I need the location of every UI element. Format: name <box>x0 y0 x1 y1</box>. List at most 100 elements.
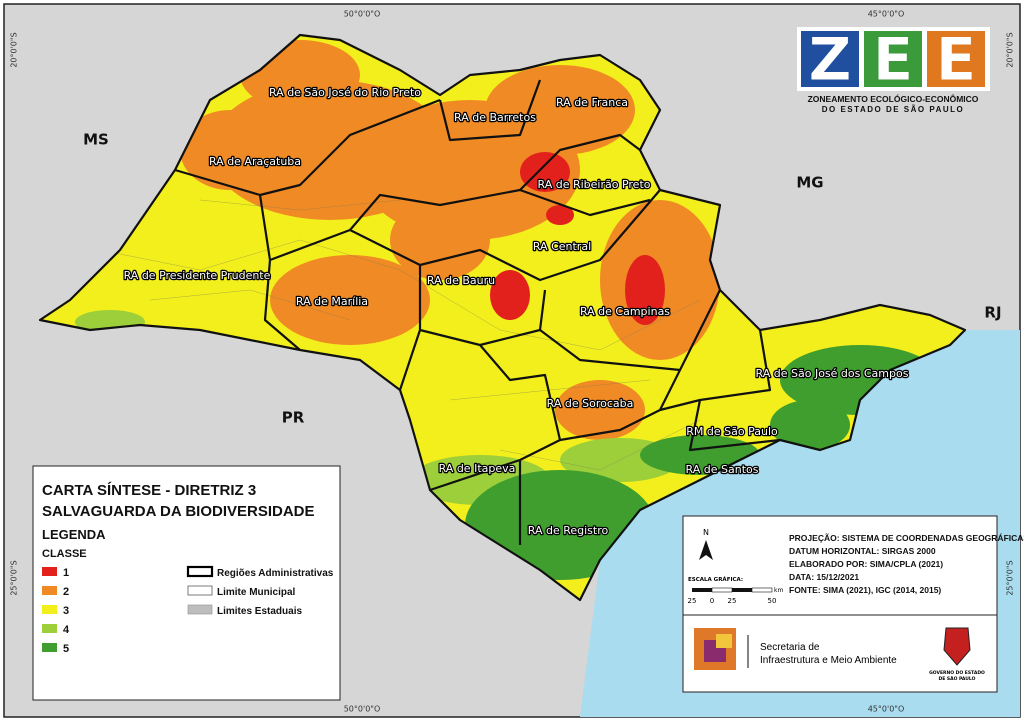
legend-class-label: 2 <box>63 586 69 598</box>
north-label: N <box>703 528 709 537</box>
neighbor-label: MG <box>796 174 823 192</box>
legend-swatch <box>42 586 57 595</box>
graticule-label: 25°0'0"S <box>1006 560 1015 595</box>
legend-heading: LEGENDA <box>42 527 106 542</box>
legend-line-label: Limites Estaduais <box>217 606 302 617</box>
region-label: RM de São Paulo <box>686 425 778 438</box>
scale-bar <box>692 588 712 592</box>
legend-class-label: 5 <box>63 643 69 655</box>
neighbor-label: RJ <box>984 304 1001 322</box>
region-label: RA de Campinas <box>580 305 670 318</box>
legend-line-label: Limite Municipal <box>217 587 296 598</box>
region-label: RA de Santos <box>686 463 759 476</box>
legend-class-label: 3 <box>63 605 69 617</box>
region-label: RA de São José dos Campos <box>756 367 909 380</box>
class-area <box>270 255 430 345</box>
info-line: PROJEÇÃO: SISTEMA DE COORDENADAS GEOGRÁF… <box>789 533 1024 543</box>
scale-tick-label: 0 <box>710 597 714 605</box>
government-text: GOVERNO DO ESTADO <box>929 670 985 676</box>
neighbor-labels: MS MG RJ PR <box>83 131 1001 427</box>
info-line: FONTE: SIMA (2021), IGC (2014, 2015) <box>789 585 941 595</box>
legend-swatch <box>42 605 57 614</box>
scale-bar <box>751 587 773 593</box>
class-area <box>485 65 635 155</box>
legend-title: SALVAGUARDA DA BIODIVERSIDADE <box>42 503 315 520</box>
municipal-lines <box>99 199 701 471</box>
legend: CARTA SÍNTESE - DIRETRIZ 3 SALVAGUARDA D… <box>32 465 341 701</box>
region-label: RA de Sorocaba <box>547 397 634 410</box>
north-arrow <box>699 540 713 560</box>
secretaria-text: Infraestrutura e Meio Ambiente <box>760 655 897 666</box>
scale-ticks: 25 0 25 50 <box>688 597 777 605</box>
logo-title: ZONEAMENTO ECOLÓGICO-ECONÔMICO <box>808 93 979 104</box>
region-label: RA de Bauru <box>427 274 495 287</box>
region-label: RA de Barretos <box>454 111 536 124</box>
region-label: RA de Registro <box>528 524 609 537</box>
legend-swatch <box>42 643 57 652</box>
graticule-label: 20°0'0"S <box>10 32 19 67</box>
neighbor-label: MS <box>83 131 109 149</box>
legend-swatch <box>42 624 57 633</box>
graticule: 50°0'0"O 45°0'0"O 50°0'0"O 45°0'0"O 20°0… <box>10 10 1015 714</box>
logo-letter-box <box>862 29 924 89</box>
legend-class-heading: CLASSE <box>42 548 87 560</box>
class-area <box>390 200 490 280</box>
class-area <box>625 255 665 325</box>
legend-swatch <box>42 567 57 576</box>
region-label: RA de Marília <box>296 295 368 308</box>
region-label: RA de São José do Rio Preto <box>269 86 421 99</box>
graticule-label: 25°0'0"S <box>10 560 19 595</box>
legend-line-swatch <box>187 604 213 615</box>
info-box: PROJEÇÃO: SISTEMA DE COORDENADAS GEOGRÁF… <box>682 515 1024 693</box>
region-labels: RA de São José do Rio Preto RA de Barret… <box>122 85 910 539</box>
graticule-label: 45°0'0"O <box>868 705 905 714</box>
government-text: DE SÃO PAULO <box>939 675 976 682</box>
legend-box <box>32 465 341 701</box>
scale-tick-label: 25 <box>728 597 737 605</box>
legend-line-label: Regiões Administrativas <box>217 568 334 579</box>
class-area <box>555 380 645 440</box>
legend-class-label: 4 <box>63 624 70 636</box>
scale-title: ESCALA GRÁFICA: <box>688 576 743 583</box>
scale-bar <box>732 588 752 592</box>
scale-unit: km <box>774 587 783 594</box>
legend-title: CARTA SÍNTESE - DIRETRIZ 3 <box>42 482 256 499</box>
info-line: ELABORADO POR: SIMA/CPLA (2021) <box>789 559 943 569</box>
scale-tick-label: 25 <box>688 597 697 605</box>
neighbor-label: PR <box>282 409 305 427</box>
info-line: DATUM HORIZONTAL: SIRGAS 2000 <box>789 546 936 556</box>
graticule-label: 20°0'0"S <box>1006 32 1015 67</box>
region-label: RA Central <box>533 240 591 253</box>
graticule-label: 45°0'0"O <box>868 10 905 19</box>
secretaria-logo <box>716 634 732 648</box>
class-area <box>490 270 530 320</box>
region-label: RA de Ribeirão Preto <box>538 178 651 191</box>
region-label: RA de Araçatuba <box>209 155 301 168</box>
legend-line-swatch <box>186 565 214 578</box>
logo-letter: E <box>873 25 914 95</box>
legend-classes: 1 2 3 4 5 <box>42 567 70 655</box>
logo-letter: Z <box>808 25 852 95</box>
region-label: RA de Franca <box>556 96 628 109</box>
logo-letter-box <box>925 29 987 89</box>
logo-letter-box <box>799 29 861 89</box>
region-boundaries <box>174 79 781 545</box>
region-label: RA de Presidente Prudente <box>124 269 271 282</box>
class-area <box>520 152 570 192</box>
scale-bar <box>711 587 733 593</box>
logo-subtitle: DO ESTADO DE SÃO PAULO <box>822 105 965 114</box>
secretaria-text: Secretaria de <box>760 642 820 653</box>
logo-letter: E <box>936 25 977 95</box>
region-label: RA de Itapeva <box>439 462 516 475</box>
graticule-label: 50°0'0"O <box>344 10 381 19</box>
graticule-label: 50°0'0"O <box>344 705 381 714</box>
legend-line-swatch <box>187 585 213 596</box>
class-area <box>546 205 574 225</box>
government-crest <box>943 627 971 666</box>
class-area <box>770 400 850 450</box>
state-boundary <box>38 33 967 602</box>
